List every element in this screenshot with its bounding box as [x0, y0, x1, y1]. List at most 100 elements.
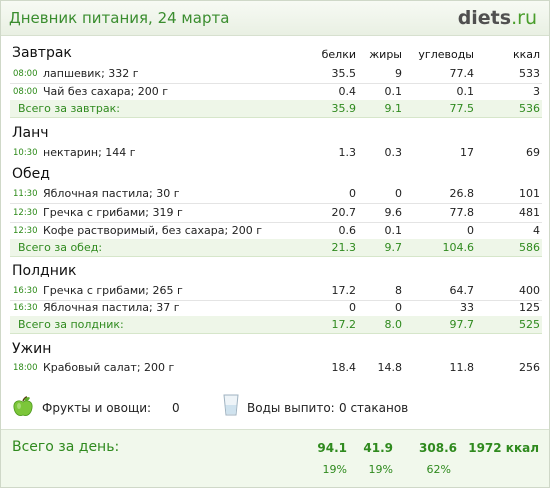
column-fat: жиры: [369, 48, 402, 61]
item-carbs: 77.8: [449, 206, 475, 219]
item-name[interactable]: Яблочная пастила; 37 г: [43, 301, 180, 314]
day-fat: 41.9: [363, 441, 393, 455]
column-kcal: ккал: [512, 48, 540, 61]
item-name[interactable]: Крабовый салат; 200 г: [43, 361, 175, 374]
day-protein-pct: 19%: [322, 463, 347, 476]
table-row: 16:30 Гречка с грибами; 265 г 17.2 8 64.…: [10, 282, 542, 301]
total-protein: 21.3: [331, 241, 357, 254]
divider: [1, 429, 549, 430]
total-carbs: 77.5: [449, 102, 475, 115]
total-label: Всего за завтрак:: [18, 102, 121, 115]
total-kcal: 525: [519, 318, 540, 331]
table-row: 18:00 Крабовый салат; 200 г 18.4 14.8 11…: [10, 359, 542, 377]
item-name[interactable]: лапшевик; 332 г: [43, 67, 139, 80]
item-fat: 0.3: [384, 146, 403, 159]
item-name[interactable]: Гречка с грибами; 319 г: [43, 206, 183, 219]
item-carbs: 77.4: [449, 67, 475, 80]
item-fat: 0: [395, 187, 402, 200]
item-name[interactable]: Чай без сахара; 200 г: [43, 85, 169, 98]
day-kcal: 1972 ккал: [468, 441, 539, 455]
item-protein: 20.7: [331, 206, 357, 219]
item-kcal: 125: [519, 301, 540, 314]
item-kcal: 101: [519, 187, 540, 200]
table-row: 10:30 нектарин; 144 г 1.3 0.3 17 69: [10, 144, 542, 162]
item-kcal: 481: [519, 206, 540, 219]
item-carbs: 0.1: [456, 85, 475, 98]
total-kcal: 536: [519, 102, 540, 115]
item-name[interactable]: Кофе растворимый, без сахара; 200 г: [43, 224, 262, 237]
glass-icon: [223, 394, 239, 416]
item-protein: 0: [349, 187, 356, 200]
item-protein: 1.3: [338, 146, 357, 159]
column-protein: белки: [321, 48, 356, 61]
total-fat: 8.0: [384, 318, 403, 331]
item-protein: 17.2: [331, 284, 357, 297]
day-total-label: Всего за день:: [12, 439, 120, 455]
item-carbs: 0: [467, 224, 474, 237]
table-row: 11:30 Яблочная пастила; 30 г 0 0 26.8 10…: [10, 185, 542, 204]
item-kcal: 4: [533, 224, 540, 237]
item-protein: 0.4: [338, 85, 357, 98]
total-label: Всего за полдник:: [18, 318, 124, 331]
item-fat: 9.6: [384, 206, 403, 219]
meal-total-row: Всего за завтрак: 35.9 9.1 77.5 536: [10, 100, 542, 118]
item-carbs: 64.7: [449, 284, 475, 297]
item-kcal: 400: [519, 284, 540, 297]
table-row: 08:00 лапшевик; 332 г 35.5 9 77.4 533: [10, 65, 542, 84]
day-carbs: 308.6: [419, 441, 457, 455]
meal-total-row: Всего за обед: 21.3 9.7 104.6 586: [10, 239, 542, 257]
item-time: 08:00: [13, 69, 38, 79]
total-protein: 35.9: [331, 102, 357, 115]
item-time: 12:30: [13, 208, 38, 218]
table-row: 12:30 Кофе растворимый, без сахара; 200 …: [10, 222, 542, 240]
item-kcal: 256: [519, 361, 540, 374]
day-fat-pct: 19%: [368, 463, 393, 476]
item-fat: 0: [395, 301, 402, 314]
apple-icon: [13, 396, 33, 416]
item-carbs: 11.8: [449, 361, 475, 374]
page-title: Дневник питания, 24 марта: [9, 9, 230, 27]
table-row: 12:30 Гречка с грибами; 319 г 20.7 9.6 7…: [10, 204, 542, 223]
header-bar: Дневник питания, 24 марта diets.ru: [1, 1, 549, 36]
total-label: Всего за обед:: [18, 241, 103, 254]
total-carbs: 104.6: [442, 241, 475, 254]
item-time: 18:00: [13, 363, 38, 373]
day-total: Всего за день: 94.1 41.9 308.6 1972 ккал…: [1, 430, 549, 487]
table-row: 16:30 Яблочная пастила; 37 г 0 0 33 125: [10, 299, 542, 317]
item-protein: 0.6: [338, 224, 357, 237]
table-row: 08:00 Чай без сахара; 200 г 0.4 0.1 0.1 …: [10, 83, 542, 101]
meal-total-row: Всего за полдник: 17.2 8.0 97.7 525: [10, 316, 542, 334]
meal-title-supper: Ужин: [12, 341, 52, 357]
item-kcal: 3: [533, 85, 540, 98]
item-fat: 0.1: [384, 85, 403, 98]
item-kcal: 69: [526, 146, 540, 159]
meal-title-snack: Полдник: [12, 263, 77, 279]
day-carbs-pct: 62%: [426, 463, 451, 476]
total-fat: 9.7: [384, 241, 403, 254]
item-time: 12:30: [13, 226, 38, 236]
item-fat: 8: [395, 284, 402, 297]
item-protein: 35.5: [331, 67, 357, 80]
meal-title-breakfast: Завтрак: [12, 45, 72, 61]
item-name[interactable]: Яблочная пастила; 30 г: [43, 187, 180, 200]
item-name[interactable]: нектарин; 144 г: [43, 146, 136, 159]
item-kcal: 533: [519, 67, 540, 80]
total-carbs: 97.7: [449, 318, 475, 331]
item-fat: 9: [395, 67, 402, 80]
item-time: 16:30: [13, 303, 38, 313]
item-protein: 18.4: [331, 361, 357, 374]
item-time: 10:30: [13, 148, 38, 158]
site-logo[interactable]: diets.ru: [458, 7, 537, 29]
fruits-label: Фрукты и овощи:: [42, 401, 152, 415]
item-fat: 14.8: [377, 361, 403, 374]
logo-tld: .ru: [511, 7, 537, 29]
logo-name: diets: [457, 7, 512, 29]
meal-title-dinner: Обед: [12, 166, 50, 182]
item-time: 08:00: [13, 87, 38, 97]
item-fat: 0.1: [384, 224, 403, 237]
item-protein: 0: [349, 301, 356, 314]
item-carbs: 17: [460, 146, 474, 159]
item-name[interactable]: Гречка с грибами; 265 г: [43, 284, 183, 297]
column-carbs: углеводы: [418, 48, 474, 61]
